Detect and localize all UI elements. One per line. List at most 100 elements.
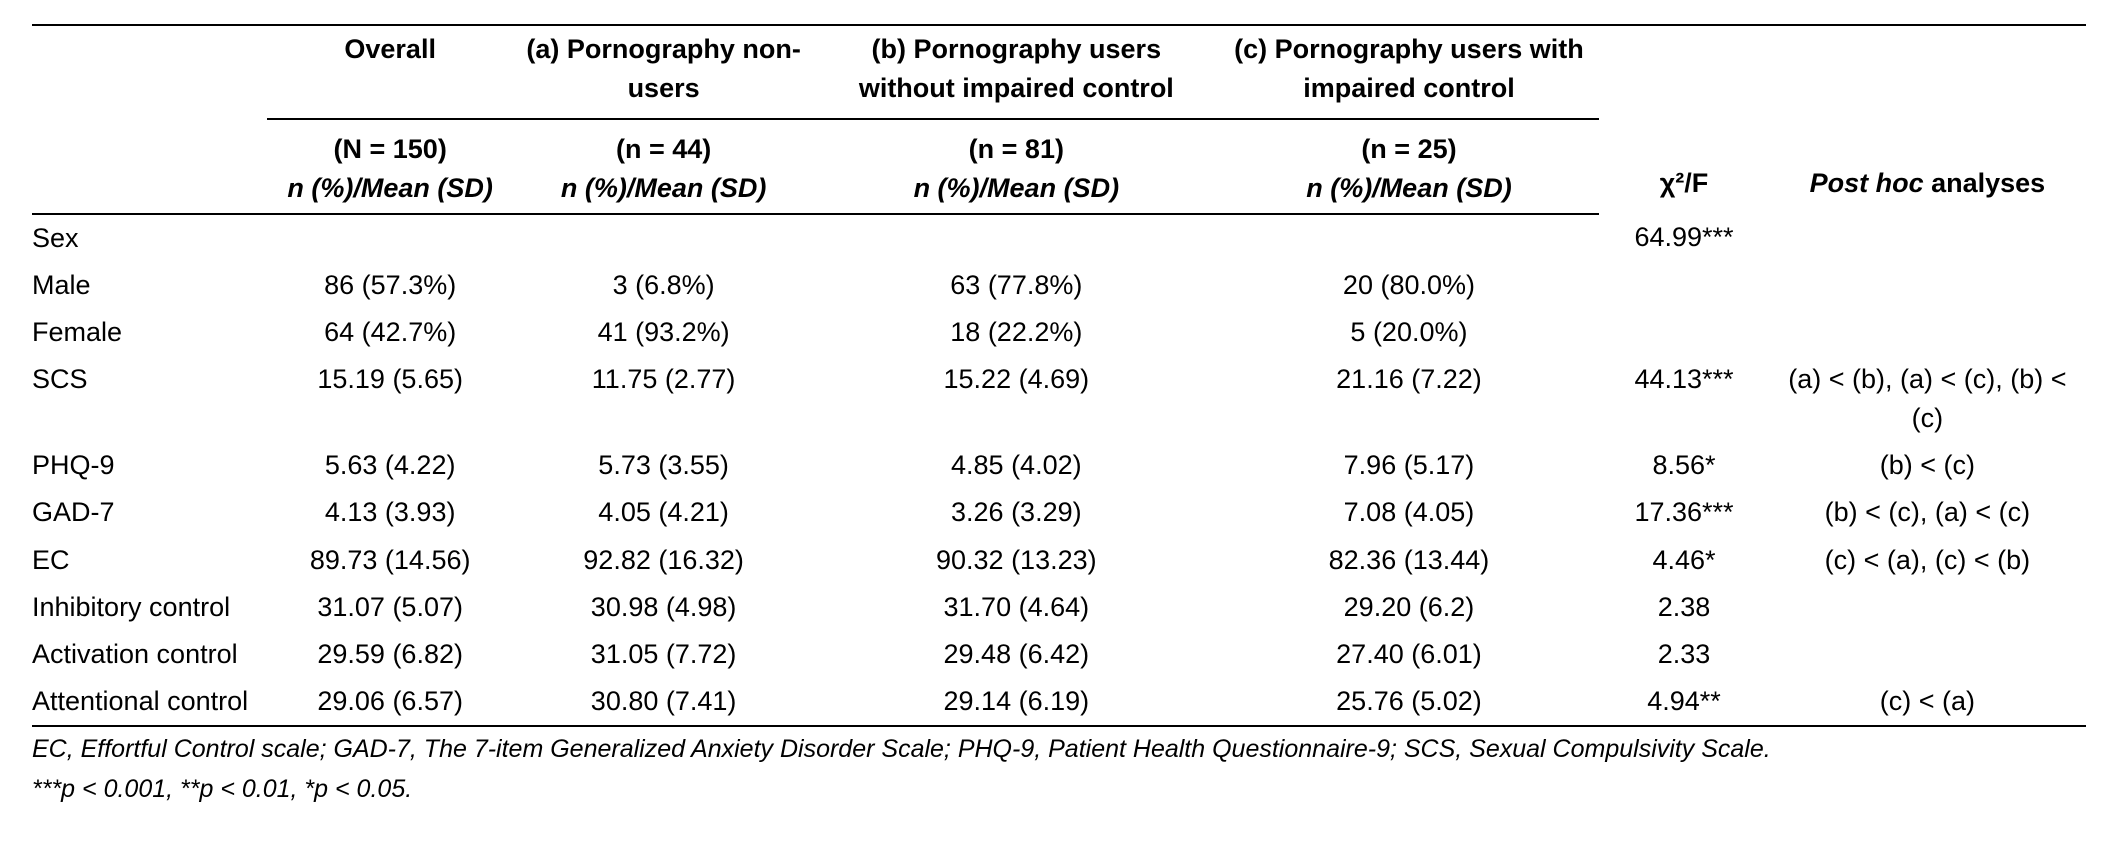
row-post: (b) < (c) bbox=[1769, 442, 2086, 489]
row-label: Sex bbox=[32, 214, 267, 262]
row-stat: 4.46* bbox=[1599, 537, 1769, 584]
row-c bbox=[1219, 214, 1600, 262]
header-posthoc-italic: Post hoc bbox=[1810, 168, 1924, 198]
metric-c: n (%)/Mean (SD) bbox=[1227, 169, 1592, 208]
row-b: 29.14 (6.19) bbox=[814, 678, 1219, 726]
row-a: 30.80 (7.41) bbox=[513, 678, 814, 726]
header-posthoc-rest: analyses bbox=[1924, 168, 2046, 198]
table-row: Inhibitory control 31.07 (5.07) 30.98 (4… bbox=[32, 584, 2086, 631]
row-overall: 31.07 (5.07) bbox=[267, 584, 513, 631]
row-post: (b) < (c), (a) < (c) bbox=[1769, 489, 2086, 536]
row-stat bbox=[1599, 309, 1769, 356]
header-blank bbox=[32, 25, 267, 119]
header-n-overall: (N = 150) n (%)/Mean (SD) bbox=[267, 119, 513, 213]
row-c: 82.36 (13.44) bbox=[1219, 537, 1600, 584]
row-post: (c) < (a) bbox=[1769, 678, 2086, 726]
row-a: 41 (93.2%) bbox=[513, 309, 814, 356]
header-n-c: (n = 25) n (%)/Mean (SD) bbox=[1219, 119, 1600, 213]
header-row-groups: Overall (a) Pornography non-users (b) Po… bbox=[32, 25, 2086, 119]
row-a: 30.98 (4.98) bbox=[513, 584, 814, 631]
row-c: 27.40 (6.01) bbox=[1219, 631, 1600, 678]
row-a: 4.05 (4.21) bbox=[513, 489, 814, 536]
row-label: EC bbox=[32, 537, 267, 584]
row-b bbox=[814, 214, 1219, 262]
n-a: (n = 44) bbox=[521, 130, 806, 169]
page-root: Overall (a) Pornography non-users (b) Po… bbox=[0, 0, 2118, 819]
header-chi-f-text: χ²/F bbox=[1660, 168, 1709, 198]
row-b: 3.26 (3.29) bbox=[814, 489, 1219, 536]
header-chi-f: χ²/F bbox=[1599, 25, 1769, 214]
row-post: (c) < (a), (c) < (b) bbox=[1769, 537, 2086, 584]
row-b: 63 (77.8%) bbox=[814, 262, 1219, 309]
row-stat: 8.56* bbox=[1599, 442, 1769, 489]
row-c: 29.20 (6.2) bbox=[1219, 584, 1600, 631]
row-overall: 15.19 (5.65) bbox=[267, 356, 513, 442]
row-post: (a) < (b), (a) < (c), (b) < (c) bbox=[1769, 356, 2086, 442]
header-n-b: (n = 81) n (%)/Mean (SD) bbox=[814, 119, 1219, 213]
row-b: 15.22 (4.69) bbox=[814, 356, 1219, 442]
results-table: Overall (a) Pornography non-users (b) Po… bbox=[32, 24, 2086, 727]
row-stat bbox=[1599, 262, 1769, 309]
row-stat: 2.33 bbox=[1599, 631, 1769, 678]
row-c: 7.96 (5.17) bbox=[1219, 442, 1600, 489]
row-stat: 44.13*** bbox=[1599, 356, 1769, 442]
table-row: SCS 15.19 (5.65) 11.75 (2.77) 15.22 (4.6… bbox=[32, 356, 2086, 442]
footnote-abbrev: EC, Effortful Control scale; GAD-7, The … bbox=[32, 727, 2086, 767]
header-blank-2 bbox=[32, 119, 267, 213]
row-c: 7.08 (4.05) bbox=[1219, 489, 1600, 536]
row-overall: 89.73 (14.56) bbox=[267, 537, 513, 584]
row-b: 4.85 (4.02) bbox=[814, 442, 1219, 489]
n-c: (n = 25) bbox=[1227, 130, 1592, 169]
row-b: 18 (22.2%) bbox=[814, 309, 1219, 356]
table-row: Sex 64.99*** bbox=[32, 214, 2086, 262]
row-overall bbox=[267, 214, 513, 262]
row-label: SCS bbox=[32, 356, 267, 442]
row-stat: 4.94** bbox=[1599, 678, 1769, 726]
row-label: Attentional control bbox=[32, 678, 267, 726]
row-label: Activation control bbox=[32, 631, 267, 678]
table-row: EC 89.73 (14.56) 92.82 (16.32) 90.32 (13… bbox=[32, 537, 2086, 584]
n-overall: (N = 150) bbox=[275, 130, 505, 169]
table-row: Activation control 29.59 (6.82) 31.05 (7… bbox=[32, 631, 2086, 678]
row-c: 20 (80.0%) bbox=[1219, 262, 1600, 309]
row-label: Female bbox=[32, 309, 267, 356]
metric-b: n (%)/Mean (SD) bbox=[822, 169, 1211, 208]
row-stat: 17.36*** bbox=[1599, 489, 1769, 536]
row-b: 90.32 (13.23) bbox=[814, 537, 1219, 584]
row-a bbox=[513, 214, 814, 262]
row-a: 11.75 (2.77) bbox=[513, 356, 814, 442]
row-c: 21.16 (7.22) bbox=[1219, 356, 1600, 442]
row-overall: 29.06 (6.57) bbox=[267, 678, 513, 726]
header-n-a: (n = 44) n (%)/Mean (SD) bbox=[513, 119, 814, 213]
metric-a: n (%)/Mean (SD) bbox=[521, 169, 806, 208]
row-overall: 5.63 (4.22) bbox=[267, 442, 513, 489]
row-overall: 29.59 (6.82) bbox=[267, 631, 513, 678]
table-row: Female 64 (42.7%) 41 (93.2%) 18 (22.2%) … bbox=[32, 309, 2086, 356]
n-b: (n = 81) bbox=[822, 130, 1211, 169]
row-overall: 4.13 (3.93) bbox=[267, 489, 513, 536]
row-overall: 64 (42.7%) bbox=[267, 309, 513, 356]
table-row: PHQ-9 5.63 (4.22) 5.73 (3.55) 4.85 (4.02… bbox=[32, 442, 2086, 489]
metric-overall: n (%)/Mean (SD) bbox=[275, 169, 505, 208]
row-a: 92.82 (16.32) bbox=[513, 537, 814, 584]
row-b: 29.48 (6.42) bbox=[814, 631, 1219, 678]
header-group-c: (c) Pornography users with impaired cont… bbox=[1219, 25, 1600, 119]
row-a: 5.73 (3.55) bbox=[513, 442, 814, 489]
row-b: 31.70 (4.64) bbox=[814, 584, 1219, 631]
header-group-a: (a) Pornography non-users bbox=[513, 25, 814, 119]
row-c: 25.76 (5.02) bbox=[1219, 678, 1600, 726]
row-post bbox=[1769, 309, 2086, 356]
row-post bbox=[1769, 584, 2086, 631]
row-label: PHQ-9 bbox=[32, 442, 267, 489]
table-row: Attentional control 29.06 (6.57) 30.80 (… bbox=[32, 678, 2086, 726]
row-stat: 64.99*** bbox=[1599, 214, 1769, 262]
row-a: 31.05 (7.72) bbox=[513, 631, 814, 678]
row-post bbox=[1769, 214, 2086, 262]
header-group-b: (b) Pornography users without impaired c… bbox=[814, 25, 1219, 119]
header-posthoc: Post hoc analyses bbox=[1769, 25, 2086, 214]
row-c: 5 (20.0%) bbox=[1219, 309, 1600, 356]
row-label: Male bbox=[32, 262, 267, 309]
row-post bbox=[1769, 631, 2086, 678]
row-a: 3 (6.8%) bbox=[513, 262, 814, 309]
row-overall: 86 (57.3%) bbox=[267, 262, 513, 309]
